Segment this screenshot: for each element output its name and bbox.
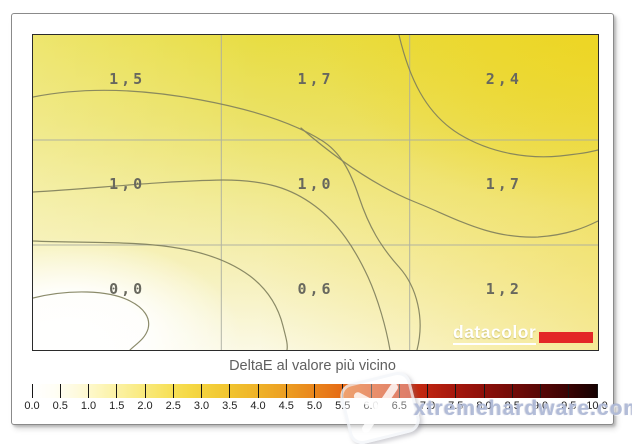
- tick-label: 1.0: [80, 400, 97, 412]
- tick-mark: [285, 384, 287, 398]
- tick-label: 0.5: [52, 400, 68, 412]
- cell-value: 0,6: [297, 279, 334, 298]
- contour-lines: [33, 35, 598, 350]
- tick-label: 3.0: [193, 400, 210, 412]
- contour-line-group: [33, 35, 598, 350]
- tick-mark: [511, 384, 513, 398]
- tick-label: 3.5: [222, 400, 238, 412]
- uniformity-chart-panel: 1,5 1,7 2,4 1,0 1,0 1,7 0,0 0,6 1,2 datacolor De…: [11, 13, 614, 425]
- tick-mark: [31, 384, 33, 398]
- tick-mark: [568, 384, 570, 398]
- tick-mark: [116, 384, 118, 398]
- tick-mark: [455, 384, 457, 398]
- tick-mark: [342, 384, 344, 398]
- tick-label: 6.5: [391, 400, 407, 412]
- tick-mark: [88, 384, 89, 398]
- tick-label: 5.0: [306, 400, 323, 412]
- contour-line: [33, 89, 421, 350]
- tick-mark: [540, 384, 541, 398]
- tick-mark: [370, 384, 372, 398]
- cell-value: 1,0: [109, 174, 146, 193]
- cell-value: 1,2: [485, 279, 522, 298]
- colorbar-ticks: 0.00.51.01.52.02.53.03.54.04.55.05.56.06…: [24, 384, 608, 412]
- contour-line: [33, 179, 391, 350]
- datacolor-logo-bar: [539, 332, 594, 343]
- tick-mark: [427, 384, 428, 398]
- cell-value: 0,0: [109, 279, 146, 298]
- tick-label: 7.5: [448, 400, 464, 412]
- tick-mark: [398, 384, 400, 398]
- tick-label: 10.0: [586, 400, 608, 412]
- contour-line: [300, 127, 598, 238]
- tick-mark: [483, 384, 485, 398]
- tick-mark: [59, 384, 61, 398]
- tick-label: 9.5: [561, 400, 577, 412]
- cell-value: 1,7: [485, 174, 522, 193]
- tick-label: 4.0: [250, 400, 266, 412]
- contour-line: [398, 35, 598, 158]
- tick-label: 8.0: [476, 400, 492, 412]
- cell-value: 2,4: [485, 69, 522, 88]
- tick-mark: [314, 384, 315, 398]
- tick-label: 2.0: [137, 400, 153, 412]
- cell-value: 1,7: [297, 69, 334, 88]
- tick-label: 4.5: [278, 400, 294, 412]
- tick-label: 2.5: [165, 400, 181, 412]
- watermark-text: xtremehardware.com: [414, 397, 632, 420]
- cell-value: 1,0: [297, 174, 334, 193]
- tick-label: 8.5: [504, 400, 520, 412]
- colorbar: 0.00.51.01.52.02.53.03.54.04.55.05.56.06…: [24, 384, 608, 412]
- cell-value: 1,5: [109, 69, 146, 88]
- tick-mark: [201, 384, 202, 398]
- tick-mark: [596, 384, 598, 398]
- tick-label: 9.0: [532, 400, 549, 412]
- tick-mark: [172, 384, 174, 398]
- tick-label: 1.5: [109, 400, 125, 412]
- contour-line: [33, 291, 150, 350]
- contour-plot: 1,5 1,7 2,4 1,0 1,0 1,7 0,0 0,6 1,2 datacolor: [32, 34, 599, 351]
- tick-mark: [257, 384, 259, 398]
- datacolor-logo-text: datacolor: [453, 323, 537, 345]
- tick-label: 0.0: [24, 400, 40, 412]
- tick-mark: [229, 384, 231, 398]
- contour-line: [33, 240, 288, 350]
- colorbar-title: DeltaE al valore più vicino: [229, 358, 396, 374]
- cell-value-grid: 1,5 1,7 2,4 1,0 1,0 1,7 0,0 0,6 1,2: [33, 35, 598, 350]
- tick-label: 5.5: [335, 400, 351, 412]
- datacolor-logo: datacolor: [453, 321, 594, 345]
- tick-mark: [144, 384, 146, 398]
- tick-label: 7.0: [419, 400, 436, 412]
